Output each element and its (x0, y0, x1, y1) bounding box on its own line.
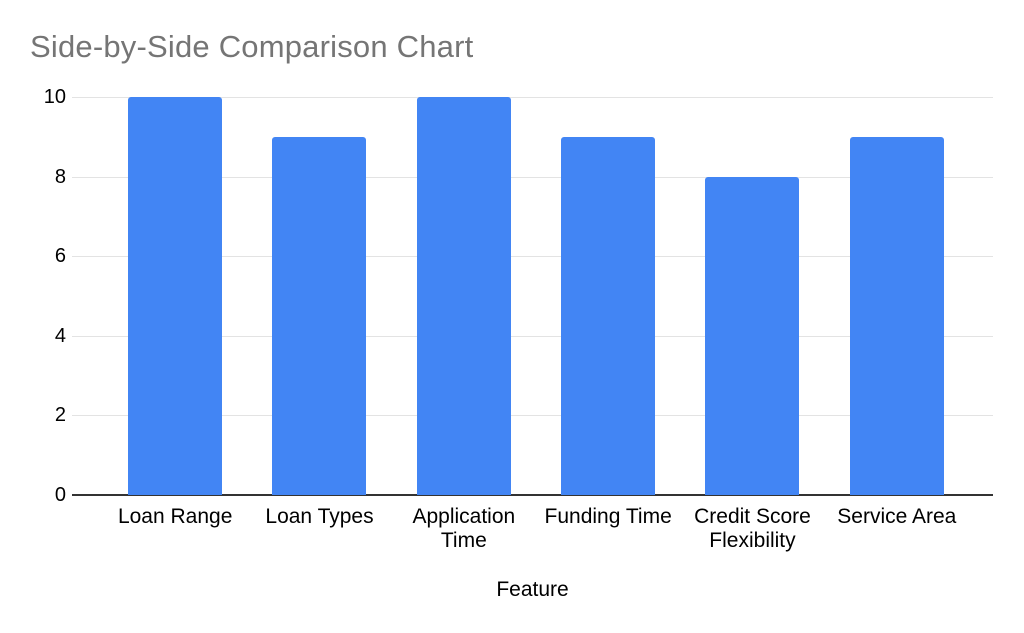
x-axis-tick-label: Loan Types (265, 505, 374, 528)
bar-slot (536, 97, 680, 495)
gridline-10 (72, 97, 993, 98)
bar-loan-range (128, 97, 223, 495)
x-axis-labels: Loan Range Loan Types Application Time Fund… (103, 505, 969, 552)
bar-slot (825, 97, 969, 495)
bar-slot (680, 97, 824, 495)
x-axis-baseline (72, 494, 993, 496)
y-axis-tick-label: 0 (54, 484, 66, 506)
x-axis-tick-label: Application Time (412, 505, 516, 552)
bar-loan-types (272, 136, 367, 495)
bar-credit-score-flexibility (705, 176, 800, 495)
y-axis-tick-label: 10 (43, 86, 66, 108)
y-axis-tick-label: 8 (54, 165, 66, 188)
y-axis-tick-label: 6 (54, 245, 66, 268)
bar-funding-time (561, 136, 656, 495)
bars-row (103, 97, 969, 495)
y-axis-tick-label: 2 (54, 404, 66, 427)
gridline-2 (72, 415, 993, 417)
bar-slot (247, 97, 391, 495)
y-axis-tick-label: 4 (54, 324, 66, 347)
bar-application-time (416, 97, 511, 495)
x-axis-tick-label: Credit Score Flexibility (694, 505, 811, 552)
bar-slot (392, 97, 536, 495)
gridline-4 (72, 335, 993, 337)
chart-title: Side-by-Side Comparison Chart (30, 29, 474, 64)
bar-slot (103, 97, 247, 495)
gridline-8 (72, 176, 993, 178)
plot-area (72, 97, 993, 496)
x-axis-tick-label: Loan Range (117, 505, 233, 528)
x-axis-tick-label: Service Area (837, 505, 957, 528)
x-axis-tick-label: Funding Time (544, 505, 672, 528)
gridline-6 (72, 256, 993, 258)
bar-service-area (849, 136, 944, 495)
x-axis-title: Feature (496, 578, 569, 601)
